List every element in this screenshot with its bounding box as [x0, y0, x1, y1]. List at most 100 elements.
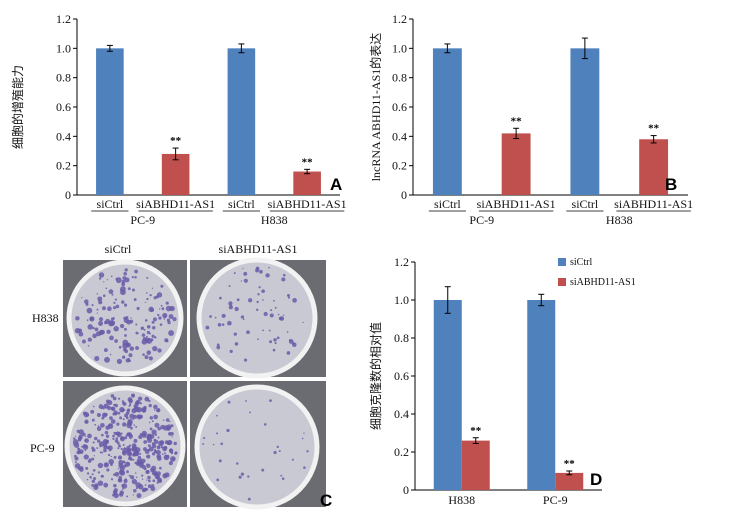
colony-dot	[141, 478, 144, 480]
x-category-label: siABHD11-AS1	[268, 197, 347, 211]
colony-dot	[131, 288, 136, 292]
colony-dot	[145, 470, 150, 475]
colony-dot	[109, 416, 113, 420]
x-category-label: siCtrl	[97, 197, 124, 211]
y-axis-label: lncRNA ABHD11-AS1的表达	[368, 33, 383, 182]
colony-dot	[124, 413, 129, 418]
colony-dot	[124, 334, 127, 337]
colony-dot	[140, 326, 145, 331]
colony-dot	[170, 424, 174, 428]
photo-col-label-sictrl: siCtrl	[105, 242, 132, 256]
bar	[293, 171, 321, 195]
colony-dot	[84, 435, 87, 438]
colony-dot	[173, 441, 177, 446]
colony-dot	[287, 296, 291, 299]
colony-dot	[159, 466, 162, 470]
panel-letter: B	[665, 175, 677, 194]
colony-dot	[164, 452, 166, 454]
colony-dot	[115, 277, 122, 284]
colony-dot	[81, 296, 83, 299]
colony-dot	[216, 432, 219, 435]
colony-dot	[103, 348, 108, 352]
colony-dot	[303, 432, 305, 434]
colony-dot	[130, 475, 135, 480]
colony-dot	[282, 314, 285, 316]
colony-dot	[114, 471, 120, 477]
colony-dot	[147, 475, 151, 480]
colony-dot	[98, 317, 104, 322]
colony-dot	[106, 329, 111, 334]
colony-dot	[120, 432, 123, 435]
significance-label: **	[511, 115, 523, 127]
significance-label: **	[470, 425, 482, 437]
bar	[501, 133, 531, 195]
colony-dot	[219, 296, 222, 300]
colony-dot	[124, 268, 128, 272]
colony-dot	[286, 331, 289, 333]
colony-dot	[286, 351, 291, 355]
colony-dot	[82, 339, 86, 344]
bar	[227, 48, 256, 196]
colony-dots	[72, 266, 309, 501]
colony-dot	[135, 482, 141, 488]
colony-dot	[263, 423, 267, 426]
colony-dot	[130, 447, 136, 452]
colony-dot	[135, 346, 140, 350]
colony-dot	[103, 448, 107, 453]
colony-dot	[84, 420, 88, 424]
colony-dot	[281, 277, 286, 282]
colony-dot	[130, 426, 133, 430]
colony-dot	[103, 462, 109, 468]
y-tick-label: 0.8	[56, 71, 71, 85]
colony-dot	[261, 468, 265, 472]
colony-dot	[152, 325, 156, 330]
colony-dot	[74, 443, 80, 448]
colony-dot	[151, 320, 155, 324]
colony-dot	[163, 445, 168, 450]
bar	[639, 139, 669, 195]
legend-label: siABHD11-AS1	[570, 277, 636, 288]
colony-dot	[292, 342, 297, 348]
colony-dot	[98, 300, 103, 305]
colony-dot	[153, 336, 156, 338]
colony-dot	[156, 292, 163, 298]
colony-dot	[112, 306, 117, 310]
colony-dot	[135, 331, 139, 335]
colony-dot	[103, 281, 105, 283]
colony-dot	[130, 317, 132, 319]
colony-dot	[113, 326, 119, 332]
colony-dot	[255, 266, 260, 271]
colony-dot	[170, 451, 174, 455]
colony-dot	[91, 479, 96, 483]
colony-dot	[209, 315, 212, 318]
colony-dot	[97, 480, 104, 486]
colony-dot	[126, 432, 132, 437]
y-tick-label: 1.0	[56, 41, 71, 55]
colony-dot	[127, 397, 133, 402]
colony-dot	[115, 437, 118, 440]
colony-dot	[220, 442, 224, 446]
colony-dot	[134, 276, 137, 279]
colony-dot	[168, 314, 174, 319]
colony-dot	[97, 425, 100, 427]
colony-dot	[279, 316, 285, 321]
colony-dot	[114, 298, 117, 301]
colony-dot	[93, 484, 99, 490]
colony-dot	[242, 267, 244, 270]
colony-dot	[126, 422, 132, 429]
colony-dot	[152, 317, 157, 322]
y-tick-label: 0	[401, 188, 407, 202]
colony-dot	[128, 444, 132, 447]
colony-dot	[142, 487, 147, 492]
colony-dot	[123, 347, 127, 352]
colony-dot	[126, 470, 129, 474]
colony-dot	[158, 479, 162, 483]
colony-dot	[72, 442, 75, 444]
colony-dot	[120, 286, 126, 292]
colony-dot	[229, 349, 233, 354]
colony-dot	[110, 419, 116, 424]
bar	[161, 153, 190, 195]
colony-dot	[272, 348, 276, 352]
colony-dot	[113, 483, 117, 488]
